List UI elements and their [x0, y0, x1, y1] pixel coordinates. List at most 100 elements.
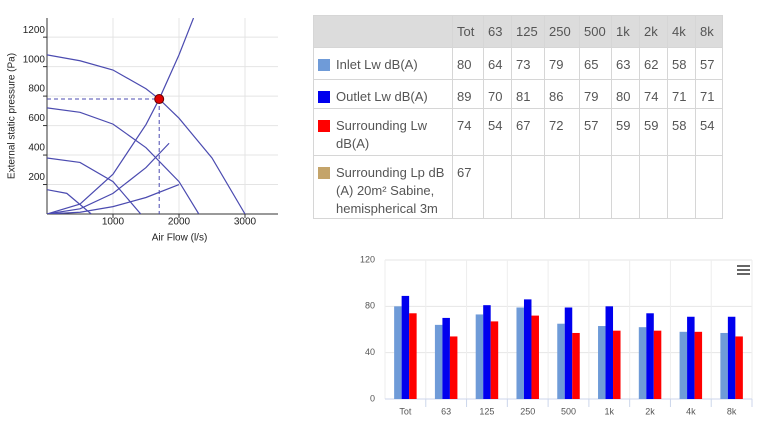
curve [47, 107, 200, 214]
bar [523, 299, 532, 399]
x-tick-label: 1000 [102, 217, 125, 228]
value: 89 [457, 89, 472, 104]
value-cell: 89 [452, 79, 484, 109]
value: 59 [644, 118, 659, 133]
bar [694, 331, 703, 399]
header-cell: 63 [483, 15, 512, 48]
y-tick-label: 0 [370, 393, 375, 403]
curve [47, 54, 246, 214]
value: 67 [457, 165, 472, 180]
value: 58 [672, 57, 687, 72]
curve [47, 157, 142, 214]
value-cell: 57 [695, 47, 723, 80]
y-tick-label: 400 [28, 143, 45, 154]
value-cell: 81 [511, 79, 545, 109]
bar [449, 336, 458, 399]
value: 86 [549, 89, 564, 104]
swatch [318, 120, 330, 132]
bar [434, 324, 443, 399]
value: 59 [616, 118, 631, 133]
x-axis-label: Air Flow (l/s) [152, 233, 208, 244]
value: 65 [584, 57, 599, 72]
value-cell: 73 [511, 47, 545, 80]
value-cell: 72 [544, 108, 580, 156]
row-label-cell: Inlet Lw dB(A) [313, 47, 453, 80]
x-tick-label: 3000 [234, 217, 257, 228]
value-cell: 63 [611, 47, 640, 80]
value-cell: 62 [639, 47, 668, 80]
value-cell: 79 [579, 79, 612, 109]
x-tick-label: 2k [645, 406, 655, 416]
header-cell: 125 [511, 15, 545, 48]
header-cell: 1k [611, 15, 640, 48]
value-cell: 79 [544, 47, 580, 80]
value: 80 [616, 89, 631, 104]
x-tick-label: 4k [686, 406, 696, 416]
header-cell: Tot [452, 15, 484, 48]
row-label: Surrounding Lw dB(A) [318, 117, 448, 153]
row-label-text: Surrounding Lw dB(A) [336, 118, 428, 151]
value-cell: 74 [639, 79, 668, 109]
value-cell: 54 [483, 108, 512, 156]
row-label-text: Outlet Lw dB(A) [336, 89, 428, 104]
value: 71 [672, 89, 687, 104]
y-tick-label: 200 [28, 172, 45, 183]
swatch [318, 91, 330, 103]
value: 67 [516, 118, 531, 133]
value: 57 [700, 57, 715, 72]
row-label: Inlet Lw dB(A) [318, 56, 448, 74]
value: 73 [516, 57, 531, 72]
row-label-cell: Outlet Lw dB(A) [313, 79, 453, 109]
bar [605, 306, 614, 399]
operating-point [154, 94, 165, 105]
y-tick-label: 800 [28, 84, 45, 95]
value-cell: 65 [579, 47, 612, 80]
bar [557, 323, 565, 399]
y-axis-label: External static pressure (Pa) [7, 53, 18, 179]
menu-icon[interactable] [737, 265, 750, 275]
value: 74 [644, 89, 659, 104]
value: 74 [457, 118, 472, 133]
value: 63 [616, 57, 631, 72]
value: 58 [672, 118, 687, 133]
bar [442, 317, 450, 399]
bar [720, 332, 728, 399]
row-label-text: Surrounding Lp dB (A) 20m² Sabine, hemis… [336, 165, 445, 216]
swatch [318, 167, 330, 179]
bar [679, 331, 688, 399]
value-cell: 80 [452, 47, 484, 80]
bar [613, 330, 621, 399]
row: Surrounding Lw dB(A) 74 54 67 72 57 59 59 58 54 [313, 108, 723, 156]
y-tick-label: 120 [360, 254, 375, 264]
value-cell: 54 [695, 108, 723, 156]
bar [727, 316, 736, 399]
y-tick-label: 600 [28, 113, 45, 124]
bar [490, 321, 499, 399]
bar [735, 336, 743, 399]
value-cell [695, 155, 723, 219]
row-label: Surrounding Lp dB (A) 20m² Sabine, hemis… [318, 164, 448, 218]
x-tick-label: 2000 [168, 217, 191, 228]
bar [516, 307, 524, 399]
value-cell: 67 [452, 155, 484, 219]
x-tick-label: 125 [479, 406, 494, 416]
value-cell: 59 [639, 108, 668, 156]
value-cell: 71 [667, 79, 696, 109]
curve [47, 142, 170, 214]
row: Inlet Lw dB(A) 80 64 73 79 65 63 62 58 57 [313, 47, 723, 80]
header-cell: 250 [544, 15, 580, 48]
value-cell [667, 155, 696, 219]
x-tick-label: 63 [441, 406, 451, 416]
bar [531, 315, 539, 399]
value-cell: 59 [611, 108, 640, 156]
value: 79 [584, 89, 599, 104]
x-tick-label: 8k [727, 406, 737, 416]
header-row: Tot 63 125 250 500 1k 2k 4k 8k [313, 15, 723, 48]
row-label-text: Inlet Lw dB(A) [336, 57, 418, 72]
plot-area [47, 18, 278, 214]
value-cell: 70 [483, 79, 512, 109]
value: 79 [549, 57, 564, 72]
bar [638, 327, 647, 399]
value: 72 [549, 118, 564, 133]
